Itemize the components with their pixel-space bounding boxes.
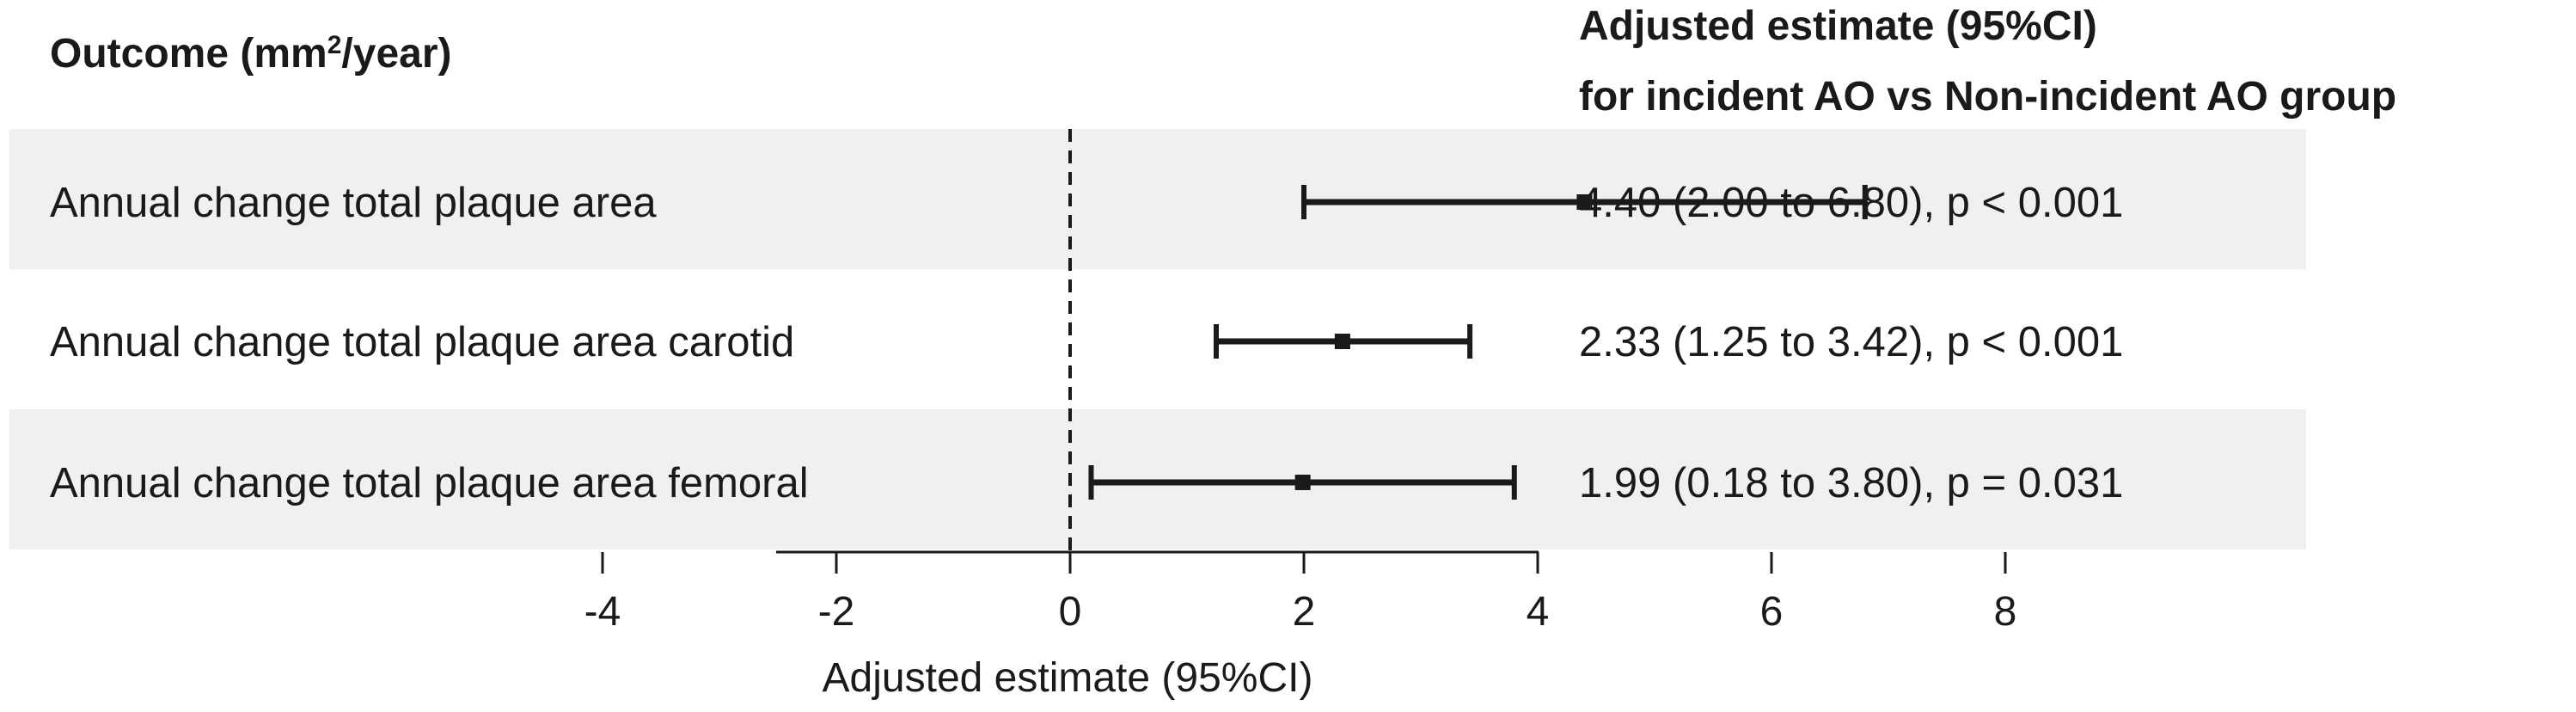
x-tick-label: -2 bbox=[818, 589, 855, 635]
point-estimate bbox=[1576, 194, 1593, 210]
x-tick-label: 6 bbox=[1760, 589, 1784, 635]
estimate-text: 2.33 (1.25 to 3.42), p < 0.001 bbox=[1579, 319, 2123, 365]
row-label: Annual change total plaque area femoral bbox=[50, 460, 809, 506]
row-band bbox=[9, 129, 2306, 269]
x-axis: -4 -2 0 2 4 6 8 bbox=[584, 550, 2017, 635]
row-label: Annual change total plaque area bbox=[50, 180, 657, 226]
row-labels: Annual change total plaque area Annual ch… bbox=[50, 180, 809, 506]
x-tick-label: -4 bbox=[584, 589, 621, 635]
x-axis-label: Adjusted estimate (95%CI) bbox=[823, 655, 1313, 701]
estimate-column-header-line2: for incident AO vs Non-incident AO group bbox=[1579, 74, 2396, 120]
confidence-intervals bbox=[1088, 185, 1868, 500]
x-tick-label: 4 bbox=[1527, 589, 1550, 635]
estimate-column-header-line1: Adjusted estimate (95%CI) bbox=[1579, 3, 2097, 49]
x-tick-label: 0 bbox=[1059, 589, 1082, 635]
x-tick-label: 2 bbox=[1293, 589, 1316, 635]
row-label: Annual change total plaque area carotid bbox=[50, 319, 794, 365]
outcome-column-header: Outcome (mm2/year) bbox=[50, 31, 452, 77]
point-estimate bbox=[1334, 334, 1350, 349]
estimate-text: 1.99 (0.18 to 3.80), p = 0.031 bbox=[1579, 460, 2123, 506]
point-estimate bbox=[1294, 475, 1311, 490]
x-tick-label: 8 bbox=[1994, 589, 2017, 635]
